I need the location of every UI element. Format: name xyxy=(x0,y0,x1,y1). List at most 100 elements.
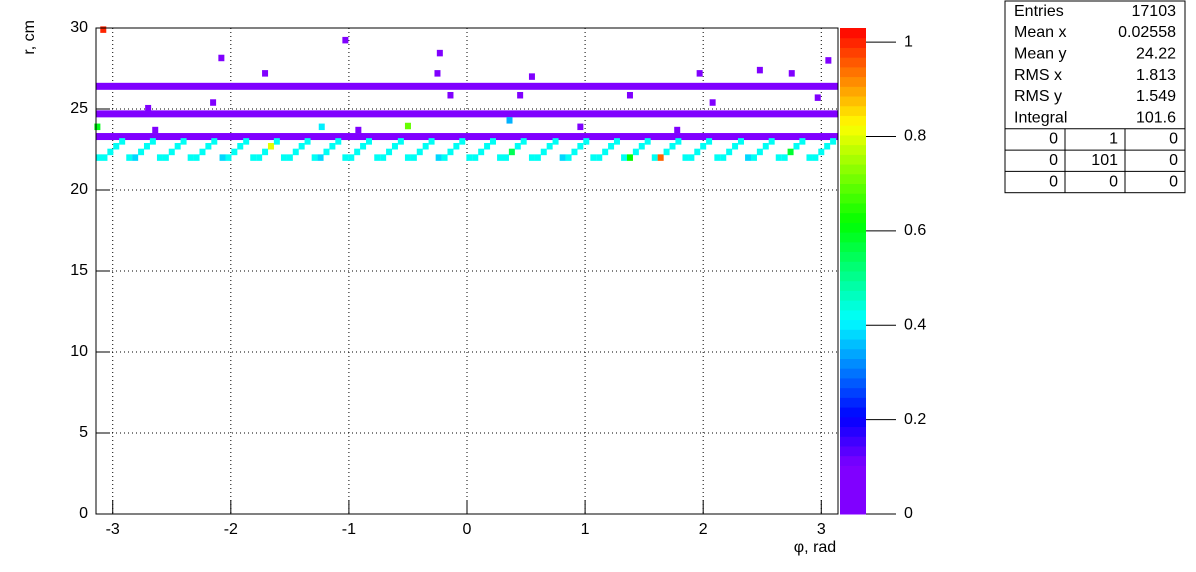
cell xyxy=(162,154,169,161)
cell xyxy=(416,148,423,156)
y-tick-label: 0 xyxy=(79,505,88,522)
cell xyxy=(355,126,362,134)
cell xyxy=(256,154,263,161)
cell xyxy=(231,148,238,156)
colorbar-step xyxy=(840,86,866,97)
cell xyxy=(243,138,250,145)
cell xyxy=(484,143,491,150)
colorbar-step xyxy=(840,300,866,311)
cell xyxy=(756,66,763,74)
cell xyxy=(506,117,513,124)
colorbar-step xyxy=(840,426,866,437)
colorbar-step xyxy=(840,202,866,214)
stats-label: RMS y xyxy=(1014,88,1062,105)
z-tick-label: 0.4 xyxy=(904,316,926,333)
colorbar-step xyxy=(840,465,866,476)
cell xyxy=(323,148,330,156)
cell xyxy=(380,154,387,161)
cell xyxy=(824,143,831,150)
cell xyxy=(434,70,441,77)
cell xyxy=(583,138,590,145)
cell xyxy=(613,138,620,145)
cell xyxy=(508,148,515,156)
colorbar-step xyxy=(840,154,866,165)
cell xyxy=(709,99,716,106)
cell xyxy=(674,126,681,134)
colorbar-step xyxy=(840,164,866,175)
cell xyxy=(219,154,226,161)
cell xyxy=(304,138,311,145)
colorbar-step xyxy=(840,183,866,194)
cell xyxy=(447,91,454,99)
cell xyxy=(280,154,287,161)
cell xyxy=(478,148,485,156)
cell xyxy=(317,154,324,161)
cell xyxy=(546,143,553,150)
stats-value: 1.549 xyxy=(1136,88,1176,105)
cell xyxy=(404,122,411,130)
colorbar-step xyxy=(840,144,866,155)
cell xyxy=(360,143,367,150)
colorbar-step xyxy=(840,407,866,418)
cell xyxy=(311,154,318,161)
cell xyxy=(651,154,658,161)
cell xyxy=(113,143,120,150)
cell xyxy=(688,154,695,161)
cell xyxy=(193,154,200,161)
colorbar-step xyxy=(840,455,866,466)
cell xyxy=(348,154,355,161)
cell xyxy=(397,138,404,145)
colorbar-step xyxy=(840,368,866,379)
cell xyxy=(694,148,701,156)
cell xyxy=(737,138,744,145)
stats-value: 1.813 xyxy=(1136,67,1176,84)
cell xyxy=(540,148,547,156)
colorbar-step xyxy=(840,37,866,48)
stats-cell: 0 xyxy=(1109,173,1118,190)
cell xyxy=(119,138,126,145)
cell xyxy=(700,143,707,150)
cell xyxy=(145,104,152,112)
cell xyxy=(199,148,206,156)
stats-frame xyxy=(1004,0,1186,194)
y-tick-label: 30 xyxy=(70,19,88,36)
cell xyxy=(638,143,645,150)
x-tick-label: 3 xyxy=(817,521,826,538)
cell xyxy=(329,143,336,150)
colorbar-step xyxy=(840,280,866,291)
colorbar-step xyxy=(840,484,866,496)
cell xyxy=(107,148,114,156)
stats-value: 101.6 xyxy=(1136,109,1176,126)
cell xyxy=(775,154,782,161)
cell xyxy=(489,138,496,145)
cell xyxy=(596,154,603,161)
cell xyxy=(262,70,269,77)
cell xyxy=(514,143,521,150)
cell xyxy=(806,154,813,161)
x-tick-label: 1 xyxy=(581,521,590,538)
cell xyxy=(682,154,689,161)
cell xyxy=(571,148,578,156)
cell xyxy=(386,148,393,156)
colorbar-step xyxy=(840,105,866,116)
colorbar-step xyxy=(840,115,866,126)
plot-frame xyxy=(95,27,839,515)
colorbar-step xyxy=(840,241,866,253)
cell xyxy=(756,148,763,156)
cell xyxy=(374,154,381,161)
cell xyxy=(447,148,454,156)
x-axis-label: φ, rad xyxy=(794,539,836,556)
cell xyxy=(143,143,150,150)
colorbar-step xyxy=(840,309,866,321)
cell xyxy=(534,154,541,161)
colorbar-step xyxy=(840,290,866,301)
colorbar-step xyxy=(840,339,866,350)
colorbar-step xyxy=(840,57,866,68)
colorbar-step xyxy=(840,222,866,233)
cell xyxy=(187,154,194,161)
cell xyxy=(152,126,159,134)
z-tick-label: 0.8 xyxy=(904,128,926,145)
colorbar-step xyxy=(840,66,866,78)
colorbar-step xyxy=(840,494,866,505)
